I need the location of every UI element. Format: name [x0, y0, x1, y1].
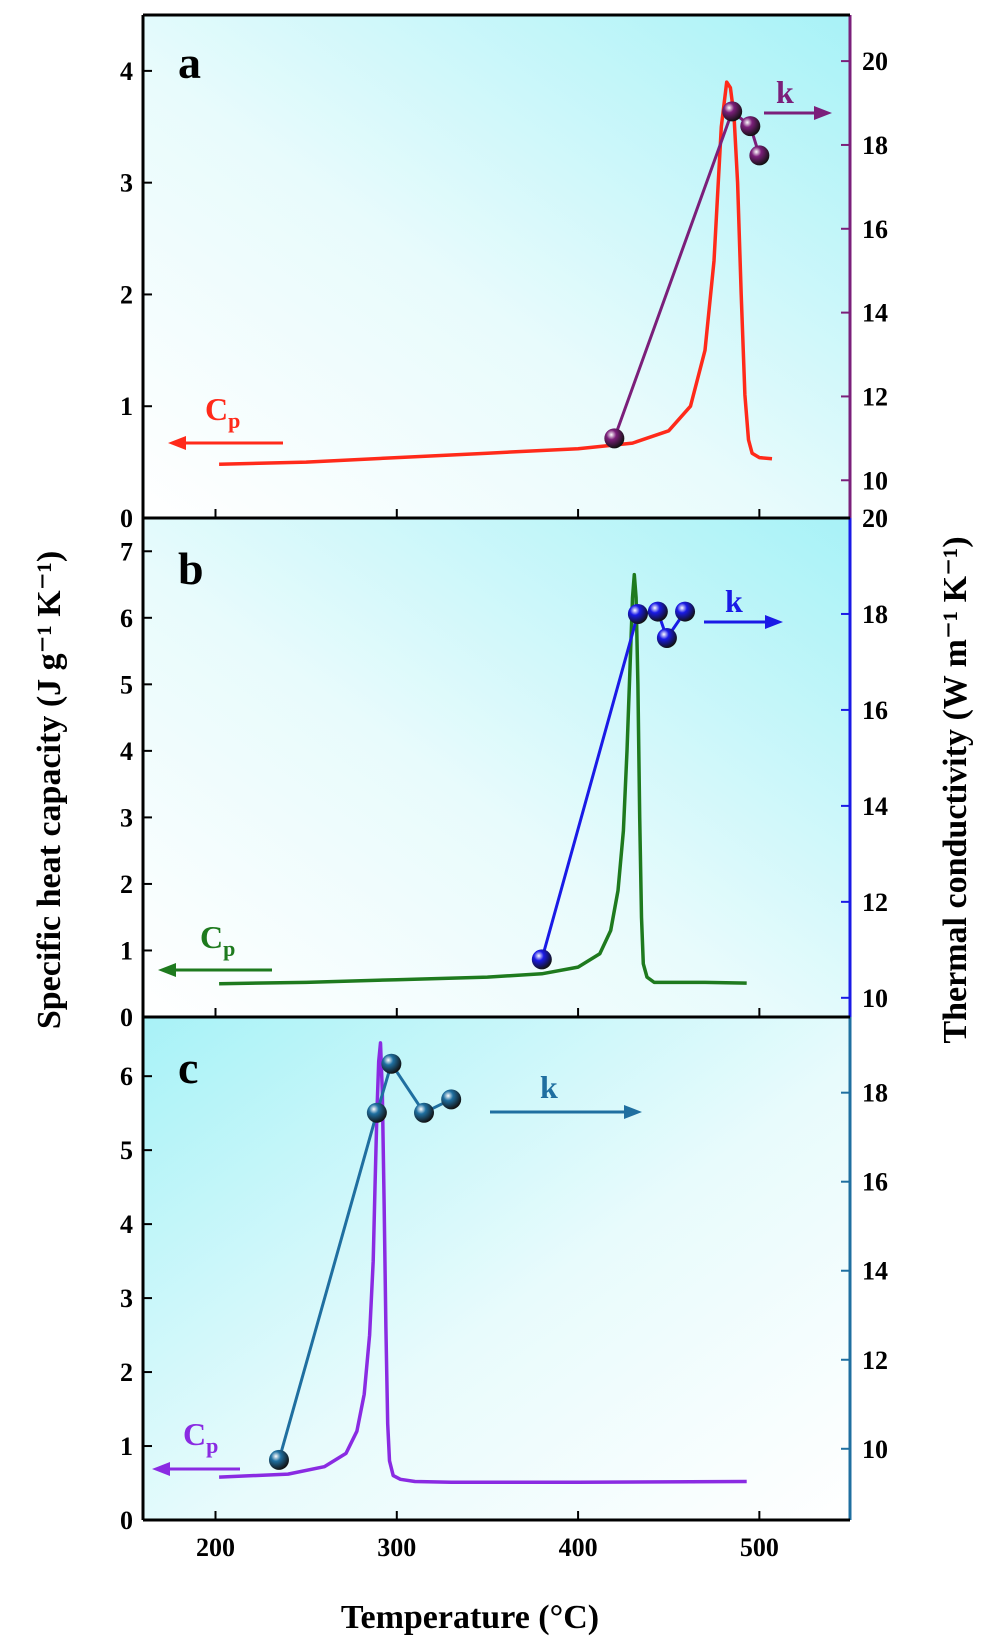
k-annotation: k	[540, 1069, 558, 1105]
right-tick-label: 18	[862, 131, 888, 160]
right-tick-label: 14	[862, 1257, 888, 1286]
panel-label: b	[178, 543, 204, 594]
left-tick-label: 1	[120, 936, 133, 965]
x-tick-label: 200	[196, 1533, 235, 1562]
left-tick-label: 5	[120, 1136, 133, 1165]
right-tick-label: 12	[862, 382, 888, 411]
cp-annotation-main: C	[183, 1416, 206, 1452]
left-tick-label: 2	[120, 870, 133, 899]
right-tick-label: 14	[862, 299, 888, 328]
left-tick-label: 1	[120, 1432, 133, 1461]
left-tick-label: 2	[120, 280, 133, 309]
cp-annotation-sub: p	[206, 1433, 218, 1458]
left-tick-label: 4	[120, 57, 133, 86]
k-arrow-head	[765, 615, 783, 629]
panel-background	[143, 1017, 850, 1520]
left-tick-label: 6	[120, 604, 133, 633]
k-data-point	[740, 116, 761, 137]
right-tick-label: 20	[862, 47, 888, 76]
panel-label: a	[178, 37, 201, 88]
left-tick-label: 6	[120, 1062, 133, 1091]
k-data-point	[749, 145, 770, 166]
left-tick-label: 0	[120, 1003, 133, 1032]
left-tick-label: 5	[120, 670, 133, 699]
cp-annotation: Cp	[205, 391, 240, 433]
left-tick-label: 0	[120, 504, 133, 533]
cp-series-line	[219, 572, 747, 986]
right-tick-label: 10	[862, 984, 888, 1013]
right-tick-label: 16	[862, 1168, 888, 1197]
k-data-point	[604, 428, 625, 449]
left-tick-label: 3	[120, 1284, 133, 1313]
left-tick-label: 1	[120, 392, 133, 421]
x-tick-label: 400	[559, 1533, 598, 1562]
right-tick-label: 18	[862, 600, 888, 629]
panel-background	[143, 518, 850, 1017]
right-tick-label: 18	[862, 1079, 888, 1108]
x-axis-title: Temperature (°C)	[341, 1599, 599, 1636]
left-tick-label: 4	[120, 737, 133, 766]
right-tick-label: 12	[862, 1346, 888, 1375]
k-data-point	[441, 1089, 462, 1110]
right-tick-label: 10	[862, 466, 888, 495]
right-tick-label: 20	[862, 504, 888, 533]
k-data-point	[413, 1102, 434, 1123]
k-data-point	[627, 603, 648, 624]
cp-arrow-head	[168, 436, 186, 450]
right-tick-label: 10	[862, 1435, 888, 1464]
k-data-point	[366, 1102, 387, 1123]
cp-annotation-main: C	[200, 919, 223, 955]
k-data-point	[722, 101, 743, 122]
left-tick-label: 3	[120, 803, 133, 832]
k-arrow-head	[814, 106, 832, 120]
k-series-line	[612, 108, 761, 439]
cp-series-line	[219, 80, 773, 467]
cp-annotation: Cp	[200, 919, 235, 961]
cp-annotation: Cp	[183, 1416, 218, 1458]
left-tick-label: 3	[120, 169, 133, 198]
k-data-point	[381, 1053, 402, 1074]
cp-arrow-head	[158, 963, 176, 977]
right-tick-label: 12	[862, 888, 888, 917]
k-annotation: k	[776, 74, 794, 110]
left-tick-label: 7	[120, 537, 133, 566]
cp-annotation-main: C	[205, 391, 228, 427]
k-annotation: k	[725, 583, 743, 619]
k-data-point	[675, 601, 696, 622]
cp-arrow-head	[152, 1462, 170, 1476]
left-axis-title: Specific heat capacity (J g⁻¹ K⁻¹)	[31, 551, 68, 1029]
right-tick-label: 14	[862, 792, 888, 821]
x-tick-label: 300	[377, 1533, 416, 1562]
panel-label: c	[178, 1042, 198, 1093]
k-data-point	[656, 627, 677, 648]
k-data-point	[268, 1449, 289, 1470]
left-tick-label: 2	[120, 1358, 133, 1387]
right-tick-label: 16	[862, 696, 888, 725]
x-tick-label: 500	[740, 1533, 779, 1562]
left-tick-label: 4	[120, 1210, 133, 1239]
cp-series-line	[219, 1041, 747, 1485]
left-tick-label: 0	[120, 1506, 133, 1535]
k-data-point	[647, 601, 668, 622]
k-data-point	[531, 949, 552, 970]
right-tick-label: 16	[862, 215, 888, 244]
right-axis-title: Thermal conductivity (W m⁻¹ K⁻¹)	[937, 536, 974, 1043]
cp-annotation-sub: p	[223, 936, 235, 961]
cp-annotation-sub: p	[228, 408, 240, 433]
k-arrow-head	[624, 1105, 642, 1119]
